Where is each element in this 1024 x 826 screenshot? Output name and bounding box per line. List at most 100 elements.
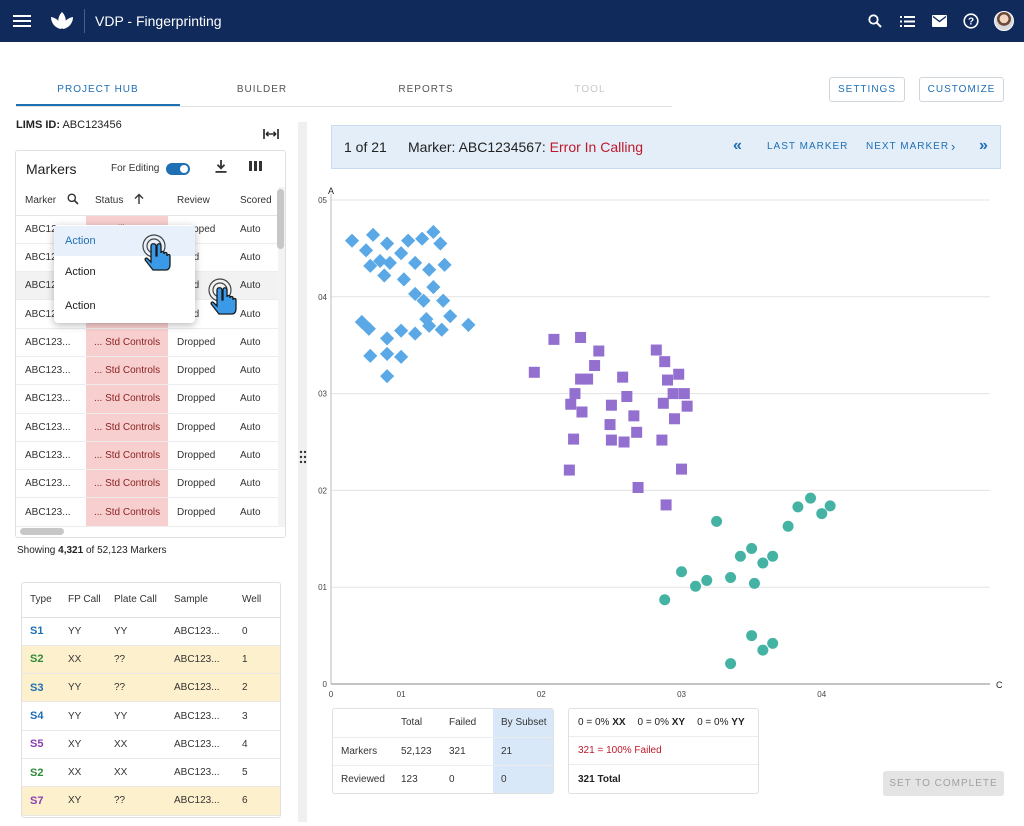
data-point-circle [757, 557, 769, 569]
cell-sample: ABC123... [166, 617, 234, 646]
col-review[interactable]: Review [168, 187, 231, 216]
cell-scored: Auto [231, 271, 278, 301]
col-scored[interactable]: Scored [231, 187, 278, 216]
col-well[interactable]: Well [234, 583, 280, 618]
cell-review: Dropped [168, 413, 231, 442]
for-editing-label: For Editing [111, 163, 160, 174]
data-point-circle [805, 492, 817, 504]
data-point-diamond [401, 233, 416, 248]
menu-item-action[interactable]: Action [54, 226, 195, 256]
drag-handle-icon[interactable] [299, 450, 307, 467]
marker-position: 1 of 21 [344, 139, 387, 155]
tab-builder[interactable]: BUILDER [236, 84, 288, 95]
table-row[interactable]: S3 YY?? ABC123... 2 [22, 673, 280, 703]
cell-well: 1 [234, 645, 280, 675]
stats-subset: 21 [493, 737, 553, 766]
table-row[interactable]: ABC123...... Std Controls Dropped Auto [16, 356, 278, 386]
cell-sample: ABC123... [166, 758, 234, 788]
avatar[interactable] [994, 11, 1014, 31]
search-icon[interactable] [67, 193, 79, 208]
data-point-square [548, 333, 560, 345]
search-icon[interactable] [866, 12, 884, 30]
last-marker-button[interactable]: LAST MARKER [767, 141, 849, 152]
horizontal-scroll-thumb[interactable] [20, 528, 64, 535]
table-row[interactable]: S5 XY XX ABC123... 4 [22, 730, 280, 759]
table-row[interactable]: S2 XX?? ABC123... 1 [22, 645, 280, 675]
col-fp-call[interactable]: FP Call [60, 583, 106, 618]
tab-tool: TOOL [574, 84, 606, 95]
context-menu: Action Action Action [54, 225, 195, 323]
lims-value: ABC123456 [62, 119, 122, 131]
col-type[interactable]: Type [22, 583, 60, 618]
help-icon[interactable]: ? [962, 12, 980, 30]
col-sample[interactable]: Sample [166, 583, 234, 618]
columns-icon[interactable] [249, 160, 262, 175]
xx-count: 0 = 0% [578, 717, 610, 728]
customize-button[interactable]: CUSTOMIZE [919, 77, 1004, 102]
yy-label: YY [731, 717, 745, 728]
first-marker-icon[interactable]: « [733, 137, 742, 154]
tab-reports[interactable]: REPORTS [398, 84, 454, 95]
list-icon[interactable] [898, 12, 916, 30]
table-row[interactable]: S1 YY YY ABC123... 0 [22, 617, 280, 646]
cell-marker: ABC123... [16, 384, 86, 414]
table-row[interactable]: S7 XY?? ABC123... 6 [22, 786, 280, 816]
data-point-square [575, 331, 587, 343]
vertical-scrollbar[interactable] [278, 187, 285, 527]
data-point-square [621, 391, 633, 403]
menu-icon[interactable] [0, 0, 44, 42]
next-marker-button[interactable]: NEXT MARKER [866, 141, 950, 152]
cell-sample: ABC123... [166, 673, 234, 703]
table-row[interactable]: S4 YY YY ABC123... 3 [22, 701, 280, 731]
table-row[interactable]: ABC123...... Std Controls Dropped Auto [16, 384, 278, 414]
data-point-square [678, 388, 690, 400]
final-marker-icon[interactable]: » [979, 137, 988, 154]
cell-scored: Auto [231, 384, 278, 414]
cell-sample: ABC123... [166, 701, 234, 731]
cell-status: ... Std Controls [86, 441, 168, 471]
marker-label: Marker: [408, 139, 456, 155]
data-point-square [656, 434, 668, 446]
mail-icon[interactable] [930, 12, 948, 30]
cell-scored: Auto [231, 413, 278, 442]
table-row[interactable]: S2 XX XX ABC123... 5 [22, 758, 280, 788]
settings-button[interactable]: SETTINGS [829, 77, 905, 102]
col-plate-call[interactable]: Plate Call [106, 583, 166, 618]
table-row[interactable]: ABC123...... Std Controls Dropped Auto [16, 469, 278, 499]
data-point-circle [782, 520, 794, 532]
data-point-diamond [408, 326, 423, 341]
cell-plate-call: XX [106, 730, 166, 759]
sort-up-icon[interactable] [134, 193, 144, 208]
table-row[interactable]: ABC123...... Std Controls Dropped Auto [16, 328, 278, 357]
cell-well: 5 [234, 758, 280, 788]
main-tabs: PROJECT HUB BUILDER REPORTS TOOL [16, 78, 672, 107]
chevron-right-icon[interactable]: › [951, 139, 957, 154]
samples-panel: Type FP Call Plate Call Sample Well S1 YY… [21, 582, 281, 818]
table-row[interactable]: ABC123...... Std Controls Dropped Auto [16, 413, 278, 442]
table-row[interactable]: ABC123...... Std Controls Dropped Auto [16, 441, 278, 471]
data-point-diamond [394, 246, 409, 261]
panel-splitter[interactable] [298, 122, 307, 822]
data-point-square [565, 398, 577, 410]
cell-marker: ABC123... [16, 328, 86, 357]
vertical-scroll-thumb[interactable] [277, 189, 284, 249]
data-point-circle [711, 515, 723, 527]
table-row[interactable]: ABC123...... Std Controls Dropped Auto [16, 497, 278, 527]
col-marker[interactable]: Marker [16, 187, 86, 216]
data-point-circle [757, 644, 769, 656]
data-point-square [569, 388, 581, 400]
col-status[interactable]: Status [86, 187, 168, 216]
cell-sample: ABC123... [166, 730, 234, 759]
download-icon[interactable] [215, 160, 227, 176]
for-editing-toggle[interactable] [166, 163, 190, 175]
data-point-diamond [380, 331, 395, 346]
cell-status: ... Std Controls [86, 497, 168, 527]
menu-item-action[interactable]: Action [65, 300, 96, 312]
tab-project-hub[interactable]: PROJECT HUB [16, 78, 180, 106]
expand-width-icon[interactable] [263, 128, 279, 143]
cell-review: Dropped [168, 328, 231, 357]
menu-item-action[interactable]: Action [65, 266, 96, 278]
x-tick-label: 04 [817, 690, 826, 699]
set-to-complete-button[interactable]: SET TO COMPLETE [883, 771, 1004, 796]
header-divider [84, 9, 85, 33]
